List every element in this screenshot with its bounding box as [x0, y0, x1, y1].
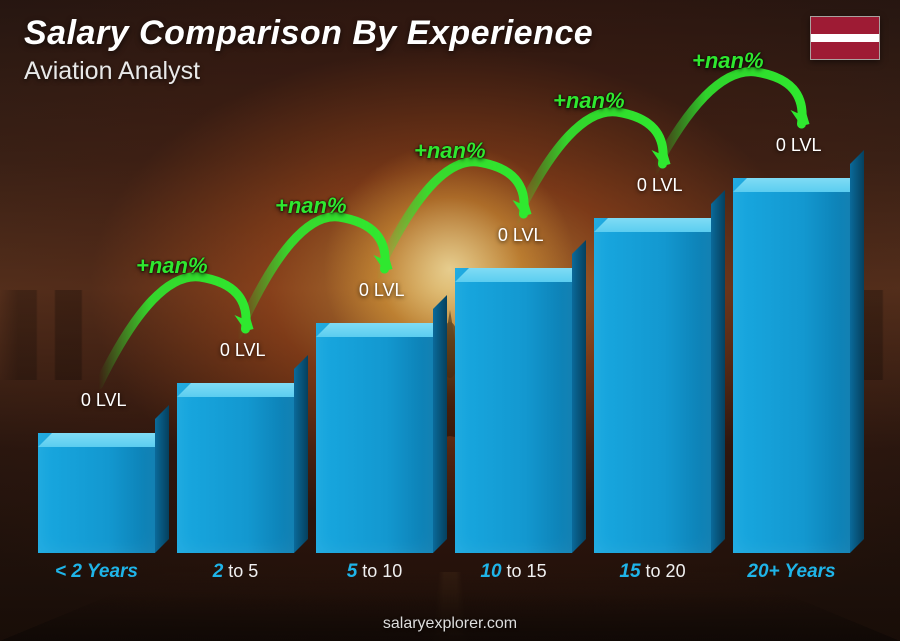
country-flag — [810, 16, 880, 60]
bar-x-label-range: to 20 — [641, 561, 686, 581]
bar — [316, 323, 433, 553]
bars-container: 0 LVL< 2 Years0 LVL2 to 50 LVL5 to 100 L… — [38, 153, 850, 553]
bar-x-label-accent: 20+ Years — [747, 561, 835, 582]
bar-chart: 0 LVL< 2 Years0 LVL2 to 50 LVL5 to 100 L… — [38, 120, 850, 581]
bar-x-label-accent: 5 — [347, 561, 358, 582]
bar-x-label-accent: 2 — [213, 561, 224, 582]
bar-value-label: 0 LVL — [739, 135, 859, 156]
bar — [455, 268, 572, 553]
flag-stripe-top — [811, 17, 879, 34]
flag-stripe-bot — [811, 42, 879, 59]
footer-source: salaryexplorer.com — [0, 615, 900, 633]
bar-x-label-accent: < 2 Years — [55, 561, 138, 582]
bar-value-label: 0 LVL — [183, 340, 303, 361]
bar-x-label-range: to 15 — [502, 561, 547, 581]
bar-column: 0 LVL2 to 5 — [177, 383, 294, 553]
chart-header: Salary Comparison By Experience Aviation… — [24, 14, 593, 86]
bar — [177, 383, 294, 553]
bar-column: 0 LVL15 to 20 — [594, 218, 711, 553]
flag-stripe-mid — [811, 34, 879, 42]
bar-value-label: 0 LVL — [44, 390, 164, 411]
bar-x-label-range: to 10 — [357, 561, 402, 581]
bar-value-label: 0 LVL — [461, 225, 581, 246]
bar-value-label: 0 LVL — [322, 280, 442, 301]
bar-column: 0 LVL10 to 15 — [455, 268, 572, 553]
bar-value-label: 0 LVL — [600, 175, 720, 196]
bar-x-label-accent: 15 — [619, 561, 640, 582]
bar — [38, 433, 155, 553]
chart-subtitle: Aviation Analyst — [24, 57, 593, 86]
bar — [733, 178, 850, 553]
bar-column: 0 LVL5 to 10 — [316, 323, 433, 553]
bar-x-label-range: to 5 — [223, 561, 258, 581]
bar-column: 0 LVL< 2 Years — [38, 433, 155, 553]
bar — [594, 218, 711, 553]
bar-x-label-accent: 10 — [480, 561, 501, 582]
bar-column: 0 LVL20+ Years — [733, 178, 850, 553]
bar-x-label: 20+ Years — [710, 561, 874, 583]
chart-title: Salary Comparison By Experience — [24, 14, 593, 53]
